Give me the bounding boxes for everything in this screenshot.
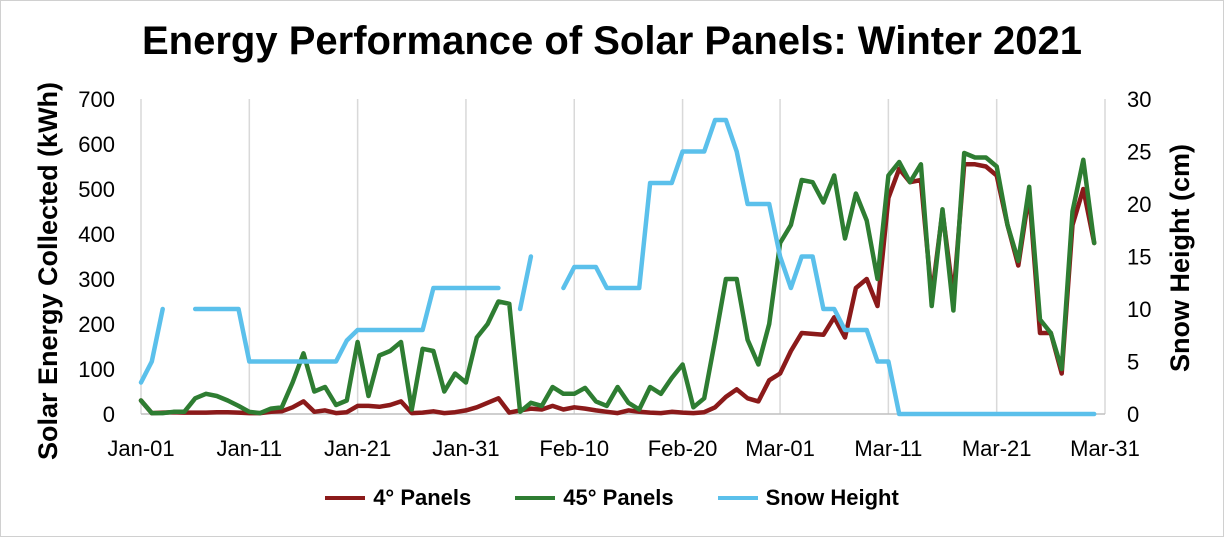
legend-label: Snow Height xyxy=(765,485,899,510)
y-tick-label: 0 xyxy=(103,402,115,427)
series-line-1 xyxy=(138,150,1097,416)
grid-lines xyxy=(140,99,1106,414)
x-tick-label: Feb-10 xyxy=(539,436,609,461)
series-line-2 xyxy=(517,254,534,312)
y2-tick-label: 20 xyxy=(1127,192,1151,217)
x-tick-label: Jan-21 xyxy=(324,436,391,461)
x-tick-label: Mar-21 xyxy=(962,436,1032,461)
y-axis-title: Solar Energy Collected (kWh) xyxy=(33,82,63,460)
legend-item: 45° Panels xyxy=(515,485,674,511)
x-tick-label: Mar-31 xyxy=(1070,436,1140,461)
legend-item: 4° Panels xyxy=(325,485,471,511)
legend-swatch xyxy=(325,496,366,500)
y-tick-label: 300 xyxy=(78,267,115,292)
legend-label: 45° Panels xyxy=(563,485,674,510)
x-tick-label: Mar-11 xyxy=(854,436,922,461)
legend-label: 4° Panels xyxy=(373,485,472,510)
series-lines xyxy=(138,117,1097,417)
y-tick-label: 100 xyxy=(78,357,115,382)
y-tick-label: 200 xyxy=(78,312,115,337)
legend-item: Snow Height xyxy=(717,485,899,511)
y-tick-label: 400 xyxy=(78,222,115,247)
x-tick-label: Mar-01 xyxy=(745,436,815,461)
legend-swatch xyxy=(717,496,758,500)
y-tick-label: 500 xyxy=(78,177,115,202)
series-line-2 xyxy=(561,117,1097,417)
x-tick-label: Feb-20 xyxy=(648,436,718,461)
series-line-2 xyxy=(138,306,165,385)
y2-tick-label: 15 xyxy=(1127,245,1151,270)
series-line-2 xyxy=(192,285,501,364)
x-tick-label: Jan-31 xyxy=(432,436,499,461)
x-tick-label: Jan-01 xyxy=(107,436,174,461)
y2-tick-label: 0 xyxy=(1127,402,1139,427)
y-tick-label: 600 xyxy=(78,132,115,157)
y-tick-label: 700 xyxy=(78,87,115,112)
axes: Jan-01 Jan-11 Jan-21 Jan-31 Feb-10 Feb-20 Mar-… xyxy=(78,87,1151,461)
y2-tick-label: 10 xyxy=(1127,297,1151,322)
x-tick-label: Jan-11 xyxy=(216,436,282,461)
y2-tick-label: 5 xyxy=(1127,350,1139,375)
legend: 4° Panels 45° Panels Snow Height xyxy=(1,485,1223,511)
legend-swatch xyxy=(515,496,556,500)
y2-tick-label: 30 xyxy=(1127,87,1151,112)
y2-tick-label: 25 xyxy=(1127,140,1151,165)
chart-title: Energy Performance of Solar Panels: Wint… xyxy=(142,19,1082,63)
y2-axis-title: Snow Height (cm) xyxy=(1165,144,1195,372)
